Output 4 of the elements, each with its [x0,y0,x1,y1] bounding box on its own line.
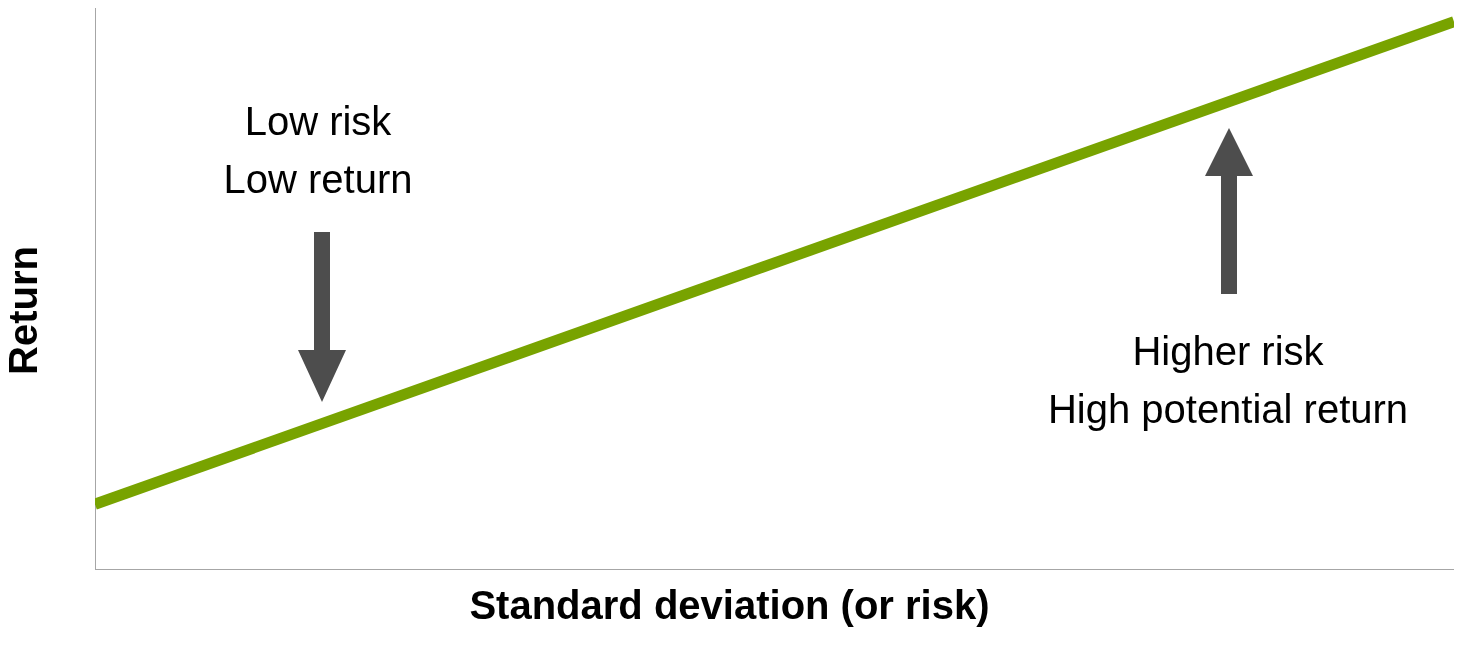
x-axis-title: Standard deviation (or risk) [468,583,991,628]
annotation: Low risk Low return [222,98,414,203]
annotation: Higher risk High potential return [1046,328,1410,433]
y-axis-title: Return [0,245,46,377]
